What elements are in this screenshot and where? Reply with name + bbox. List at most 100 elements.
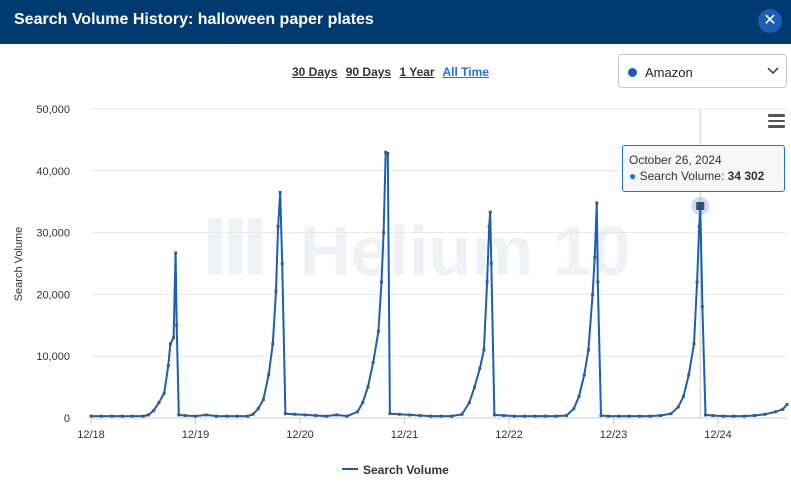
range-all-time[interactable]: All Time: [442, 65, 489, 79]
y-tick-label: 30,000: [36, 228, 70, 240]
data-point: [256, 407, 260, 411]
data-point: [146, 413, 150, 417]
data-point: [596, 280, 600, 284]
data-point: [460, 412, 464, 416]
data-point: [478, 367, 482, 371]
data-point: [533, 414, 537, 418]
data-point: [157, 401, 161, 405]
data-point: [162, 391, 166, 395]
data-point: [303, 413, 307, 417]
legend-label: Search Volume: [363, 463, 449, 477]
data-point: [261, 397, 265, 401]
y-tick-label: 0: [64, 413, 70, 425]
data-point: [732, 414, 736, 418]
y-tick-label: 10,000: [36, 351, 70, 363]
x-tick-label: 12/23: [600, 429, 628, 441]
data-point: [429, 414, 433, 418]
data-point: [131, 414, 135, 418]
data-point: [99, 414, 103, 418]
series-line-search-volume: [91, 150, 788, 418]
chart-menu-icon[interactable]: [768, 114, 785, 128]
data-point: [785, 402, 789, 406]
data-point: [450, 414, 454, 418]
range-90-days[interactable]: 90 Days: [345, 65, 392, 79]
data-point: [742, 414, 746, 418]
data-point: [397, 412, 401, 416]
tooltip-series-name: Search Volume: [639, 169, 721, 183]
data-point: [293, 412, 297, 416]
data-point: [695, 280, 699, 284]
data-point: [384, 150, 388, 154]
data-point: [586, 348, 590, 352]
data-point: [692, 342, 696, 346]
data-point: [781, 407, 785, 411]
y-tick-label: 40,000: [36, 166, 70, 178]
tooltip-row: ● Search Volume: 34 302: [629, 169, 765, 183]
data-point: [168, 342, 172, 346]
data-point: [753, 414, 757, 418]
data-point: [380, 280, 384, 284]
data-point: [669, 412, 673, 416]
data-point: [418, 414, 422, 418]
data-point: [523, 414, 527, 418]
data-point: [335, 413, 339, 417]
data-point: [271, 342, 275, 346]
data-point: [110, 414, 114, 418]
data-point: [274, 289, 278, 293]
data-point: [120, 414, 124, 418]
tooltip-value: 34 302: [727, 169, 765, 183]
data-point: [582, 373, 586, 377]
data-point: [89, 414, 93, 418]
data-point: [280, 262, 284, 265]
marketplace-color-dot: [628, 68, 637, 77]
data-point: [487, 224, 491, 228]
data-point: [774, 410, 778, 414]
data-point: [166, 363, 170, 367]
watermark-logo-bar: [208, 218, 222, 274]
watermark-logo-bar: [248, 218, 262, 274]
data-point: [700, 305, 704, 309]
range-1-year[interactable]: 1 Year: [399, 65, 435, 79]
data-point: [172, 336, 176, 340]
close-icon[interactable]: ✕: [758, 9, 782, 33]
modal-header: Search Volume History: halloween paper p…: [0, 0, 791, 44]
data-point: [175, 323, 179, 327]
data-point: [388, 412, 392, 416]
data-point: [194, 414, 198, 418]
data-point: [235, 414, 239, 418]
data-point: [648, 414, 652, 418]
range-30-days[interactable]: 30 Days: [292, 65, 338, 79]
watermark-text: Helium 10: [300, 212, 631, 290]
data-point: [577, 394, 581, 398]
x-tick-label: 12/20: [286, 429, 314, 441]
y-axis-label: Search Volume: [13, 227, 25, 302]
data-point: [627, 414, 631, 418]
data-point: [591, 292, 595, 296]
data-point: [544, 414, 548, 418]
watermark-logo-bar: [228, 218, 242, 274]
marketplace-dropdown[interactable]: Amazon: [618, 54, 787, 88]
data-point: [408, 413, 412, 417]
marketplace-label: Amazon: [645, 65, 693, 80]
data-point: [246, 414, 250, 418]
hover-point: [696, 202, 705, 211]
data-point: [473, 385, 477, 389]
data-point: [682, 394, 686, 398]
data-point: [676, 405, 680, 409]
data-point: [177, 413, 181, 417]
data-point: [572, 407, 576, 411]
data-point: [721, 414, 725, 418]
date-range-selector: 30 Days 90 Days 1 Year All Time: [292, 65, 494, 79]
data-point: [251, 412, 255, 416]
data-point: [141, 414, 145, 418]
data-point: [502, 414, 506, 418]
data-point: [355, 410, 359, 414]
x-tick-label: 12/18: [77, 429, 105, 441]
data-point: [152, 409, 156, 413]
data-point: [267, 373, 271, 377]
data-point: [183, 414, 187, 418]
chart-legend-item[interactable]: Search Volume: [342, 463, 449, 477]
y-tick-label: 50,000: [36, 104, 70, 116]
